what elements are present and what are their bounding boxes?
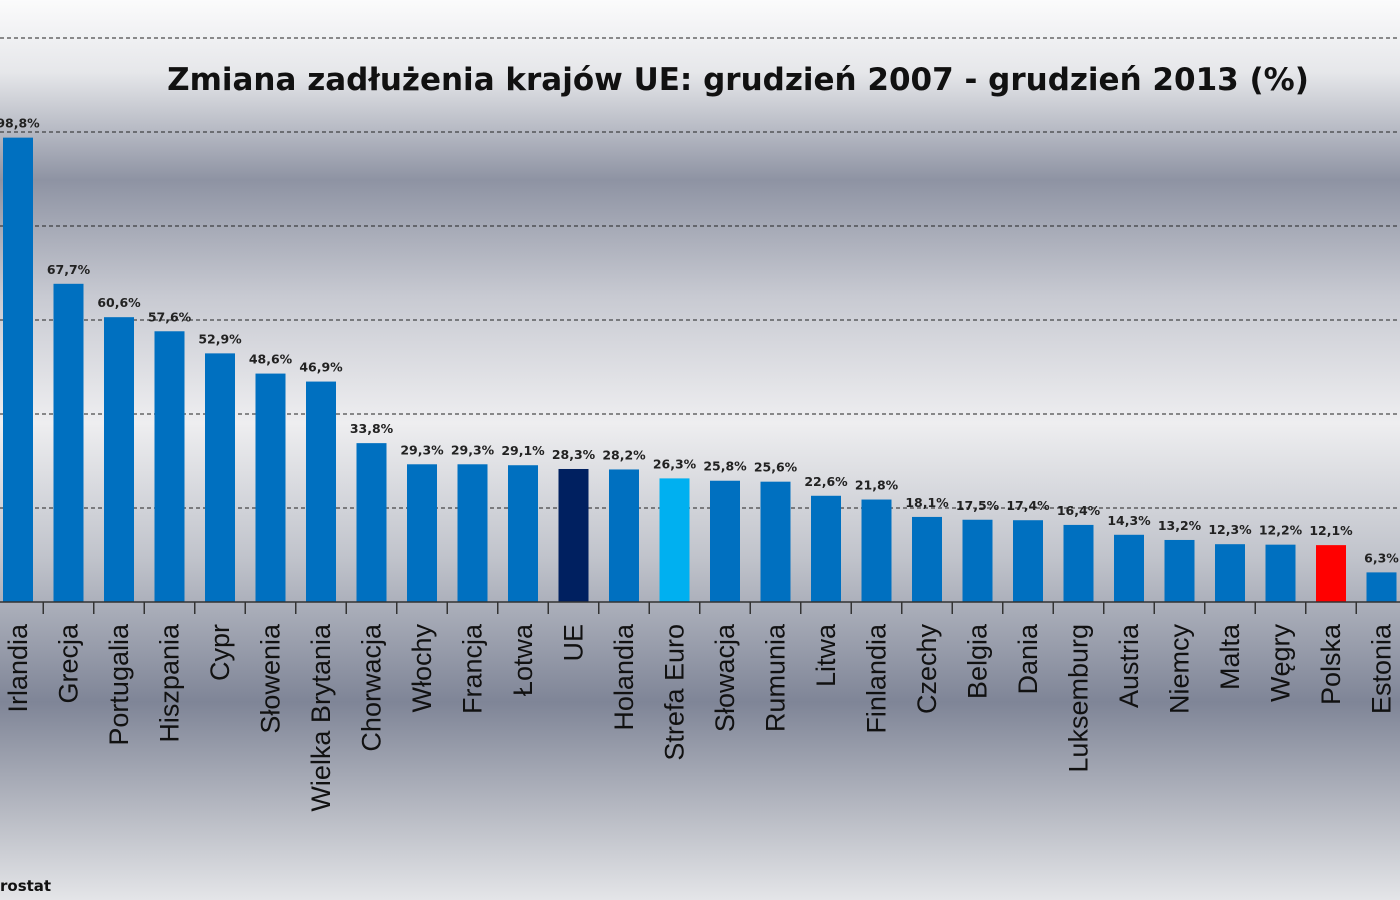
bar	[609, 469, 639, 602]
category-label: Estonia	[1367, 623, 1397, 714]
category-label: Austria	[1114, 623, 1144, 708]
value-labels: 98,8% 67,7% 60,6% 57,6% 52,9% 48,6% 46,9% 33,8%…	[0, 116, 1399, 566]
category-label: Hiszpania	[155, 623, 185, 743]
category-label: Cypr	[205, 624, 235, 681]
value-label: 60,6%	[97, 295, 141, 310]
bar	[3, 137, 33, 602]
category-labels: Irlandia Grecja Portugalia Hiszpania Cypr Sło…	[3, 623, 1397, 812]
bar	[407, 464, 437, 602]
value-label: 12,2%	[1259, 523, 1303, 538]
value-label: 12,1%	[1309, 523, 1353, 538]
category-label: UE	[559, 624, 589, 662]
value-label: 98,8%	[0, 116, 40, 131]
bar	[205, 353, 235, 602]
bar	[710, 480, 740, 602]
category-label: Niemcy	[1165, 624, 1195, 715]
category-label: Finlandia	[862, 623, 892, 734]
value-label: 25,6%	[754, 460, 798, 475]
category-label: Belgia	[963, 623, 993, 699]
value-label: 16,4%	[1057, 503, 1101, 518]
bar	[861, 499, 892, 602]
value-label: 28,3%	[552, 447, 596, 462]
category-label: Rumunia	[761, 623, 791, 732]
bar	[1114, 534, 1144, 602]
bar	[508, 465, 538, 602]
value-label: 22,6%	[804, 474, 848, 489]
bar	[1063, 524, 1094, 602]
bar	[1164, 539, 1195, 602]
value-label: 21,8%	[855, 478, 899, 493]
source-note: rostat	[0, 877, 51, 895]
value-label: 46,9%	[299, 360, 343, 375]
category-label: Dania	[1013, 623, 1043, 695]
bar	[356, 443, 387, 602]
value-label: 48,6%	[249, 352, 293, 367]
category-label: Francja	[458, 623, 488, 714]
bar	[659, 478, 690, 602]
value-label: 18,1%	[905, 495, 949, 510]
value-label: 17,4%	[1006, 498, 1050, 513]
bar	[1265, 544, 1296, 602]
value-label: 14,3%	[1107, 513, 1151, 528]
category-label: Wielka Brytania	[306, 623, 336, 812]
value-label: 57,6%	[148, 309, 192, 324]
category-label: Łotwa	[508, 623, 538, 696]
bar	[306, 381, 336, 602]
category-label: Litwa	[811, 623, 841, 687]
value-label: 26,3%	[653, 456, 697, 471]
value-label: 12,3%	[1208, 522, 1252, 537]
category-label: Chorwacja	[357, 623, 387, 752]
value-label: 17,5%	[956, 498, 1000, 513]
value-label: 29,1%	[501, 443, 545, 458]
bar	[154, 331, 185, 602]
value-label: 33,8%	[350, 421, 394, 436]
bar	[1215, 544, 1245, 602]
value-label: 29,3%	[451, 442, 495, 457]
bar	[457, 464, 488, 602]
value-label: 13,2%	[1158, 518, 1202, 533]
bar	[104, 317, 134, 602]
bar	[255, 373, 286, 602]
bar	[962, 519, 993, 602]
bar	[558, 468, 589, 602]
category-label: Portugalia	[104, 623, 134, 746]
chart-title: Zmiana zadłużenia krajów UE: grudzień 20…	[167, 62, 1309, 98]
bar	[1316, 545, 1346, 602]
bar	[1013, 520, 1043, 602]
category-label: Słowenia	[256, 623, 286, 734]
bar	[811, 495, 841, 602]
value-label: 28,2%	[602, 447, 646, 462]
value-label: 6,3%	[1364, 550, 1399, 565]
category-label: Holandia	[609, 623, 639, 731]
value-label: 29,3%	[400, 442, 444, 457]
category-label: Włochy	[407, 624, 437, 713]
category-label: Węgry	[1266, 624, 1296, 703]
category-label: Polska	[1316, 623, 1346, 705]
value-label: 52,9%	[198, 331, 242, 346]
bar	[912, 516, 942, 602]
bar	[760, 481, 791, 602]
category-label: Irlandia	[3, 623, 33, 713]
value-label: 67,7%	[47, 262, 91, 277]
category-label: Luksemburg	[1064, 624, 1094, 773]
category-label: Grecja	[54, 623, 84, 704]
bars	[3, 137, 1397, 602]
bar	[53, 283, 84, 602]
category-label: Czechy	[912, 624, 942, 715]
category-label: Strefa Euro	[660, 624, 690, 761]
category-label: Słowacja	[710, 623, 740, 732]
x-axis	[0, 601, 1400, 614]
category-label: Malta	[1215, 623, 1245, 690]
value-label: 25,8%	[703, 459, 747, 474]
bar	[1366, 572, 1397, 602]
